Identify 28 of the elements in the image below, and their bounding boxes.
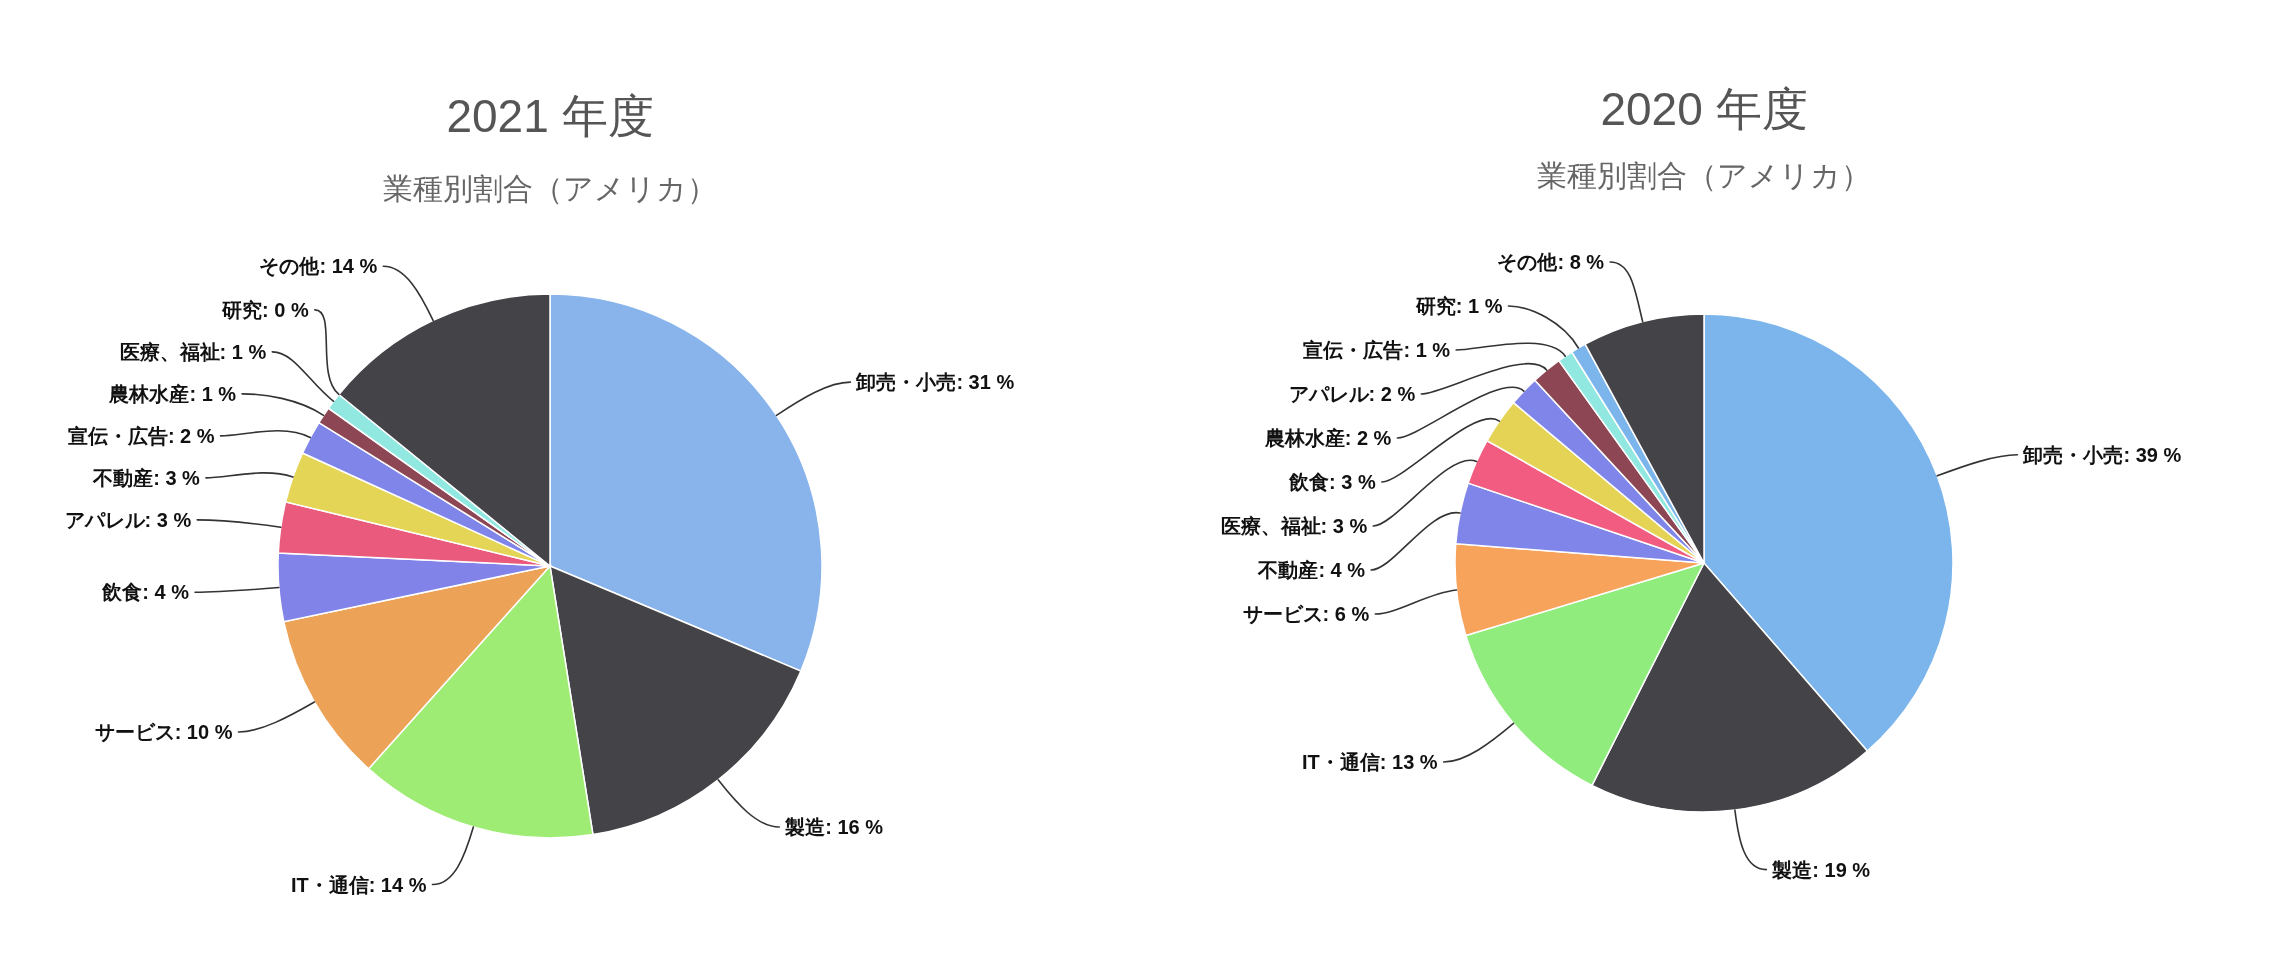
slice-label: 研究: 1 % xyxy=(1414,295,1503,317)
category-label: 研究: 0 % xyxy=(222,298,309,321)
chart-title: 2020 年度 xyxy=(1599,83,1809,135)
slice-label: IT・通信: 13 % xyxy=(1302,751,1438,774)
slice-label: サービス: 6 % xyxy=(1242,603,1370,625)
slice-label: 農林水産: 1 % xyxy=(108,382,237,405)
slice-label: 飲食: 3 % xyxy=(1288,471,1377,493)
slice-label: その他: 8 % xyxy=(1497,251,1605,273)
slice-label: 製造: 19 % xyxy=(1771,858,1871,881)
slice-label: 不動産: 4 % xyxy=(1257,559,1366,581)
slice-label: 農林水産: 2 % xyxy=(1263,427,1392,449)
slice-label: IT・通信: 14 % xyxy=(290,873,427,896)
slice-label: 不動産: 3 % xyxy=(92,466,201,489)
slice-label: サービス: 10 % xyxy=(94,721,233,743)
slice-label: アパレル: 3 % xyxy=(64,508,192,531)
chart-title: 2021 年度 xyxy=(445,90,655,142)
slice-label: 宣伝・広告: 2 % xyxy=(67,424,215,447)
chart-subtitle: 業種別割合（アメリカ） xyxy=(382,171,718,207)
slice-label: 卸売・小売: 31 % xyxy=(855,371,1015,394)
slice-label: 宣伝・広告: 1 % xyxy=(1303,339,1451,361)
slice-label: 飲食: 4 % xyxy=(101,581,190,604)
slice-label: その他: 14 % xyxy=(259,255,378,278)
slice-label: 製造: 16 % xyxy=(784,815,884,838)
slice-label: 医療、福祉: 3 % xyxy=(1220,515,1368,537)
slice-label: アパレル: 2 % xyxy=(1288,383,1416,405)
chart-subtitle: 業種別割合（アメリカ） xyxy=(1536,158,1872,194)
slice-label: 卸売・小売: 39 % xyxy=(2022,443,2182,466)
slice-label: 医療、福祉: 1 % xyxy=(119,340,267,363)
